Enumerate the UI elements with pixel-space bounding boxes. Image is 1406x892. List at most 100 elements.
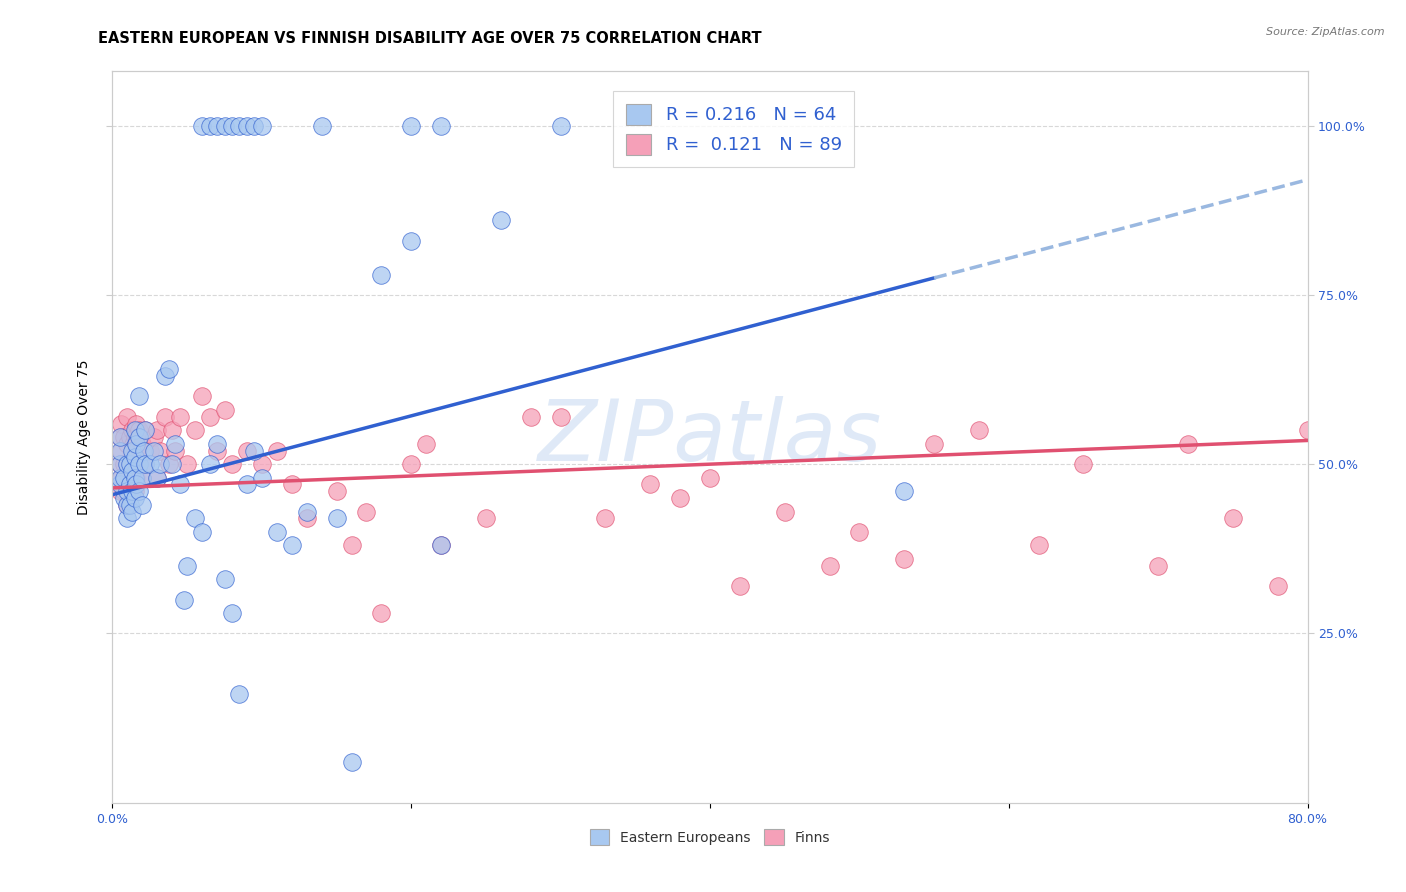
Point xyxy=(475,511,498,525)
Point xyxy=(205,119,228,133)
Point xyxy=(114,430,135,444)
Point xyxy=(640,477,662,491)
Point xyxy=(415,437,437,451)
Point xyxy=(401,234,423,248)
Point xyxy=(122,471,145,485)
Point xyxy=(124,491,146,505)
Point xyxy=(131,498,153,512)
Point xyxy=(198,409,221,424)
Point xyxy=(120,430,142,444)
Point xyxy=(1296,423,1319,437)
Point xyxy=(243,119,266,133)
Point xyxy=(117,437,139,451)
Point xyxy=(110,471,132,485)
Point xyxy=(110,443,132,458)
Point xyxy=(149,457,172,471)
Point xyxy=(125,443,148,458)
Point xyxy=(228,119,250,133)
Point xyxy=(550,119,572,133)
Point xyxy=(108,484,131,499)
Point xyxy=(893,552,915,566)
Point xyxy=(489,213,512,227)
Point xyxy=(281,538,304,552)
Point xyxy=(173,592,195,607)
Point xyxy=(121,464,143,478)
Point xyxy=(266,443,288,458)
Point xyxy=(146,471,169,485)
Point xyxy=(295,505,318,519)
Text: Source: ZipAtlas.com: Source: ZipAtlas.com xyxy=(1267,27,1385,37)
Point xyxy=(157,457,180,471)
Point xyxy=(128,430,150,444)
Point xyxy=(108,443,131,458)
Point xyxy=(967,423,990,437)
Point xyxy=(356,505,378,519)
Point xyxy=(108,457,131,471)
Point xyxy=(169,409,191,424)
Point xyxy=(773,505,796,519)
Point xyxy=(120,457,142,471)
Y-axis label: Disability Age Over 75: Disability Age Over 75 xyxy=(77,359,91,515)
Point xyxy=(143,443,166,458)
Point xyxy=(124,450,146,465)
Point xyxy=(311,119,333,133)
Point xyxy=(108,457,131,471)
Point xyxy=(370,606,392,620)
Point xyxy=(550,409,572,424)
Point xyxy=(157,362,180,376)
Point xyxy=(401,457,423,471)
Point xyxy=(236,119,259,133)
Point xyxy=(198,457,221,471)
Point xyxy=(205,437,228,451)
Point xyxy=(117,498,139,512)
Point xyxy=(125,477,148,491)
Point xyxy=(134,423,156,437)
Point xyxy=(214,119,236,133)
Point xyxy=(128,423,150,437)
Point xyxy=(153,409,176,424)
Point xyxy=(162,423,183,437)
Point xyxy=(121,423,143,437)
Point xyxy=(114,471,135,485)
Point xyxy=(169,477,191,491)
Point xyxy=(430,538,453,552)
Point xyxy=(117,457,139,471)
Point xyxy=(110,417,132,431)
Point xyxy=(134,423,156,437)
Point xyxy=(128,457,150,471)
Point xyxy=(108,430,131,444)
Point xyxy=(131,471,153,485)
Point xyxy=(281,477,304,491)
Legend: Eastern Europeans, Finns: Eastern Europeans, Finns xyxy=(583,823,837,851)
Point xyxy=(243,443,266,458)
Point xyxy=(162,457,183,471)
Point xyxy=(121,484,143,499)
Point xyxy=(124,484,146,499)
Point xyxy=(121,450,143,465)
Point xyxy=(236,443,259,458)
Point xyxy=(121,505,143,519)
Point xyxy=(134,457,156,471)
Point xyxy=(120,484,142,499)
Point xyxy=(1386,552,1406,566)
Point xyxy=(266,524,288,539)
Point xyxy=(114,491,135,505)
Point xyxy=(893,484,915,499)
Point xyxy=(128,389,150,403)
Point xyxy=(134,457,156,471)
Point xyxy=(125,417,148,431)
Point xyxy=(699,471,721,485)
Point xyxy=(117,511,139,525)
Point xyxy=(117,409,139,424)
Point xyxy=(214,403,236,417)
Point xyxy=(370,268,392,282)
Point xyxy=(191,119,214,133)
Point xyxy=(728,579,751,593)
Point xyxy=(183,423,205,437)
Point xyxy=(108,471,131,485)
Point xyxy=(121,443,143,458)
Point xyxy=(108,430,131,444)
Point xyxy=(430,538,453,552)
Point xyxy=(149,443,172,458)
Point xyxy=(139,443,162,458)
